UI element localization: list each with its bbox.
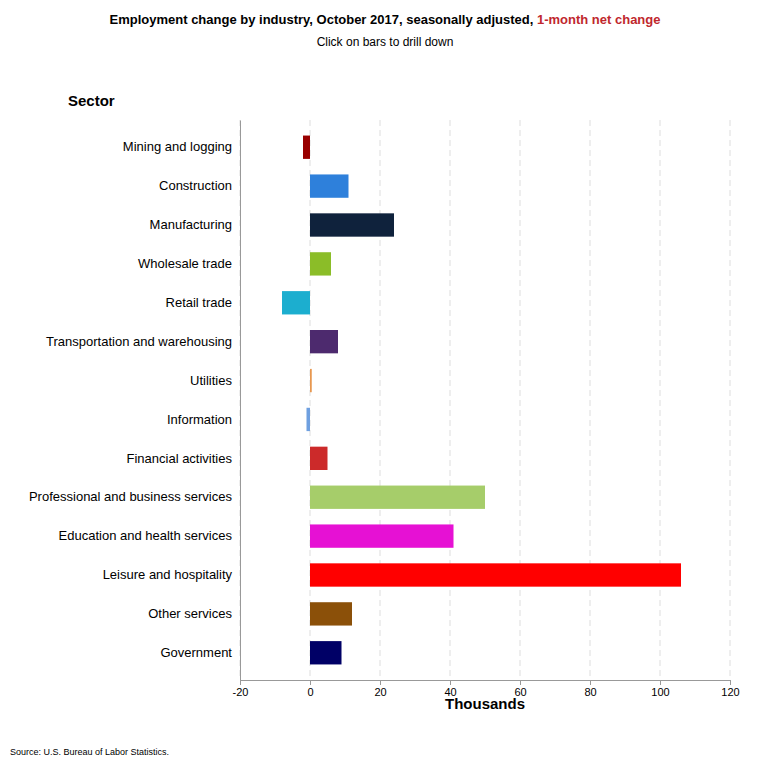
bar[interactable]: [310, 369, 312, 392]
x-tick: 0: [307, 680, 313, 698]
grid-line: [590, 120, 591, 680]
y-axis-title: Sector: [68, 92, 115, 109]
x-tick-mark: [380, 680, 381, 685]
y-tick: Construction: [159, 178, 240, 193]
y-tick: Other services: [148, 606, 240, 621]
grid-line: [240, 120, 241, 680]
y-tick-label: Utilities: [190, 373, 232, 388]
bar[interactable]: [303, 136, 310, 159]
source-note: Source: U.S. Bureau of Labor Statistics.: [10, 747, 169, 757]
y-tick-label: Financial activities: [127, 450, 233, 465]
y-tick: Utilities: [190, 373, 240, 388]
y-tick-label: Information: [167, 412, 232, 427]
y-tick: Wholesale trade: [138, 256, 240, 271]
y-tick: Transportation and warehousing: [46, 334, 240, 349]
bar[interactable]: [310, 524, 454, 547]
y-tick-label: Leisure and hospitality: [103, 567, 233, 582]
chart: Employment change by industry, October 2…: [0, 0, 770, 760]
bar[interactable]: [310, 330, 338, 353]
y-axis-line: [240, 121, 241, 681]
x-tick-label: 20: [374, 686, 386, 698]
x-tick-label: 120: [721, 686, 739, 698]
bars: [282, 136, 681, 665]
bar[interactable]: [310, 174, 349, 197]
x-tick: -20: [233, 680, 249, 698]
y-tick: Retail trade: [166, 295, 240, 310]
x-tick-mark: [240, 680, 241, 685]
x-tick-label: 100: [651, 686, 669, 698]
y-tick: Leisure and hospitality: [103, 567, 240, 582]
x-axis-title: Thousands: [445, 695, 525, 712]
x-tick-label: 0: [307, 686, 313, 698]
grid: [240, 120, 730, 680]
bar[interactable]: [307, 408, 311, 431]
title-part: 1-month net change: [537, 12, 661, 27]
y-tick-label: Construction: [159, 178, 232, 193]
y-axis: Mining and logging Construction Manufactur…: [29, 121, 241, 681]
y-tick: Education and health services: [59, 528, 240, 543]
title-part: Employment change by industry, October 2…: [110, 12, 537, 27]
bar[interactable]: [310, 213, 394, 236]
x-tick-mark: [590, 680, 591, 685]
bar[interactable]: [282, 291, 310, 314]
bar[interactable]: [310, 563, 681, 586]
x-tick-mark: [310, 680, 311, 685]
title: Employment change by industry, October 2…: [110, 12, 661, 27]
bar[interactable]: [310, 252, 331, 275]
x-tick-mark: [660, 680, 661, 685]
x-tick: 100: [651, 680, 669, 698]
y-tick-label: Government: [160, 645, 232, 660]
y-tick: Financial activities: [127, 450, 241, 465]
x-tick-mark: [730, 680, 731, 685]
x-tick: 20: [374, 680, 386, 698]
bar[interactable]: [310, 447, 328, 470]
bar[interactable]: [310, 641, 342, 664]
subtitle: Click on bars to drill down: [317, 35, 454, 49]
x-tick-label: 80: [584, 686, 596, 698]
y-tick-label: Professional and business services: [29, 489, 233, 504]
y-tick-label: Education and health services: [59, 528, 233, 543]
grid-line: [660, 120, 661, 680]
x-tick: 120: [721, 680, 739, 698]
x-tick: 80: [584, 680, 596, 698]
x-axis-line: [241, 681, 731, 686]
y-tick-label: Manufacturing: [150, 217, 232, 232]
bar[interactable]: [310, 602, 352, 625]
y-tick: Professional and business services: [29, 489, 240, 504]
grid-line: [450, 120, 451, 680]
bar[interactable]: [310, 486, 485, 509]
grid-line: [520, 120, 521, 680]
x-tick-mark: [450, 680, 451, 685]
grid-line: [380, 120, 381, 680]
y-tick-label: Retail trade: [166, 295, 232, 310]
plot: -20020406080100120Mining and loggingCons…: [29, 120, 740, 698]
y-tick-label: Transportation and warehousing: [46, 334, 232, 349]
y-tick-label: Wholesale trade: [138, 256, 232, 271]
x-tick-label: -20: [233, 686, 249, 698]
y-tick-label: Other services: [148, 606, 232, 621]
grid-line: [310, 120, 311, 680]
grid-line: [730, 120, 731, 680]
y-tick: Manufacturing: [150, 217, 240, 232]
y-tick: Information: [167, 412, 240, 427]
y-tick: Mining and logging: [123, 139, 240, 154]
y-tick-label: Mining and logging: [123, 139, 232, 154]
y-tick: Government: [160, 645, 240, 660]
x-tick-mark: [520, 680, 521, 685]
